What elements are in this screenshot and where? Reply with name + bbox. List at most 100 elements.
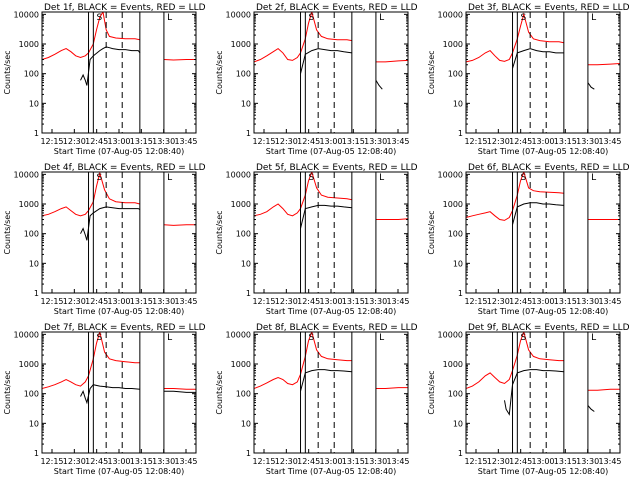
lld-series-line: [375, 59, 408, 63]
interval-marker-label: L: [591, 173, 596, 183]
y-tick-label: 10: [453, 99, 463, 108]
panel-title: Det 6f, BLACK = Events, RED = LLD: [468, 163, 630, 173]
y-tick-label: 10: [453, 259, 463, 268]
interval-marker-label: S: [521, 333, 527, 343]
x-tick-label: 12:15: [464, 457, 487, 466]
y-tick-label: 100: [24, 70, 39, 79]
x-tick-label: 12:15: [252, 457, 275, 466]
interval-marker-label: L: [379, 13, 384, 23]
x-tick-label: 13:30: [576, 297, 599, 306]
x-tick-label: 12:15: [40, 137, 63, 146]
y-tick-label: 10000: [226, 10, 251, 19]
y-axis-title: Counts/sec: [427, 370, 436, 414]
x-tick-label: 12:30: [63, 137, 86, 146]
x-tick-label: 13:45: [598, 457, 621, 466]
y-tick-label: 1: [458, 289, 463, 298]
y-tick-label: 1000: [443, 200, 463, 209]
x-tick-label: 13:15: [342, 297, 365, 306]
lld-series-line: [163, 388, 196, 390]
panel-title: Det 3f, BLACK = Events, RED = LLD: [468, 3, 630, 13]
x-tick-label: 12:15: [464, 297, 487, 306]
y-tick-label: 100: [448, 390, 463, 399]
x-tick-label: 13:45: [174, 297, 197, 306]
y-tick-label: 10: [29, 419, 39, 428]
events-series-line: [512, 48, 564, 69]
interval-marker-label: L: [379, 173, 384, 183]
x-tick-label: 13:30: [152, 137, 175, 146]
x-tick-label: 12:30: [63, 297, 86, 306]
x-axis-title: Start Time (07-Aug-05 12:08:40): [266, 467, 397, 476]
x-tick-label: 13:30: [364, 457, 387, 466]
x-tick-label: 12:30: [275, 297, 298, 306]
interval-marker-label: S: [309, 173, 315, 183]
x-tick-label: 12:45: [85, 297, 108, 306]
x-tick-label: 13:30: [576, 457, 599, 466]
events-series-line: [300, 48, 352, 74]
y-axis-title: Counts/sec: [215, 210, 224, 254]
x-tick-label: 13:15: [554, 457, 577, 466]
x-tick-label: 12:45: [297, 457, 320, 466]
x-tick-label: 13:00: [531, 297, 554, 306]
events-series-line: [587, 82, 595, 90]
y-tick-label: 1: [34, 449, 39, 458]
x-tick-label: 13:15: [554, 297, 577, 306]
x-tick-label: 13:45: [386, 297, 409, 306]
x-tick-label: 12:30: [487, 297, 510, 306]
y-tick-label: 100: [448, 230, 463, 239]
y-axis-title: Counts/sec: [215, 50, 224, 94]
panel-title: Det 2f, BLACK = Events, RED = LLD: [256, 3, 418, 13]
y-tick-label: 1000: [19, 40, 39, 49]
lld-series-line: [587, 388, 620, 391]
y-tick-label: 10000: [438, 330, 463, 339]
y-tick-label: 1: [34, 289, 39, 298]
interval-marker-label: L: [379, 333, 384, 343]
y-tick-label: 10: [241, 419, 251, 428]
interval-marker-label: L: [167, 13, 172, 23]
x-tick-label: 13:15: [342, 137, 365, 146]
y-tick-label: 10000: [226, 170, 251, 179]
x-tick-label: 12:30: [487, 137, 510, 146]
y-axis-title: Counts/sec: [427, 210, 436, 254]
y-tick-label: 10000: [14, 10, 39, 19]
x-tick-label: 12:45: [509, 457, 532, 466]
interval-marker-label: S: [309, 13, 315, 23]
x-tick-label: 13:00: [107, 457, 130, 466]
x-tick-label: 12:45: [297, 297, 320, 306]
y-tick-label: 1: [246, 449, 251, 458]
y-tick-label: 10: [241, 99, 251, 108]
y-tick-label: 10000: [14, 170, 39, 179]
y-tick-label: 1000: [231, 40, 251, 49]
interval-marker-label: S: [521, 173, 527, 183]
y-tick-label: 10: [241, 259, 251, 268]
y-tick-label: 1000: [443, 360, 463, 369]
y-tick-label: 1000: [443, 40, 463, 49]
y-tick-label: 1: [458, 449, 463, 458]
x-tick-label: 13:45: [174, 457, 197, 466]
y-tick-label: 1: [246, 289, 251, 298]
x-tick-label: 13:30: [364, 297, 387, 306]
x-tick-label: 13:15: [130, 137, 153, 146]
interval-marker-label: S: [97, 13, 103, 23]
panel-title: Det 1f, BLACK = Events, RED = LLD: [44, 3, 206, 13]
events-series-line: [587, 405, 595, 412]
events-series-line: [163, 390, 196, 393]
lld-series-line: [42, 12, 140, 60]
y-tick-label: 10000: [226, 330, 251, 339]
interval-marker-label: L: [591, 333, 596, 343]
lld-series-line: [163, 59, 196, 61]
x-tick-label: 12:45: [85, 137, 108, 146]
x-axis-title: Start Time (07-Aug-05 12:08:40): [266, 307, 397, 316]
interval-marker-label: S: [309, 333, 315, 343]
y-tick-label: 10: [29, 99, 39, 108]
x-axis-title: Start Time (07-Aug-05 12:08:40): [54, 147, 185, 156]
x-axis-title: Start Time (07-Aug-05 12:08:40): [54, 307, 185, 316]
interval-marker-label: L: [167, 333, 172, 343]
x-tick-label: 12:30: [487, 457, 510, 466]
